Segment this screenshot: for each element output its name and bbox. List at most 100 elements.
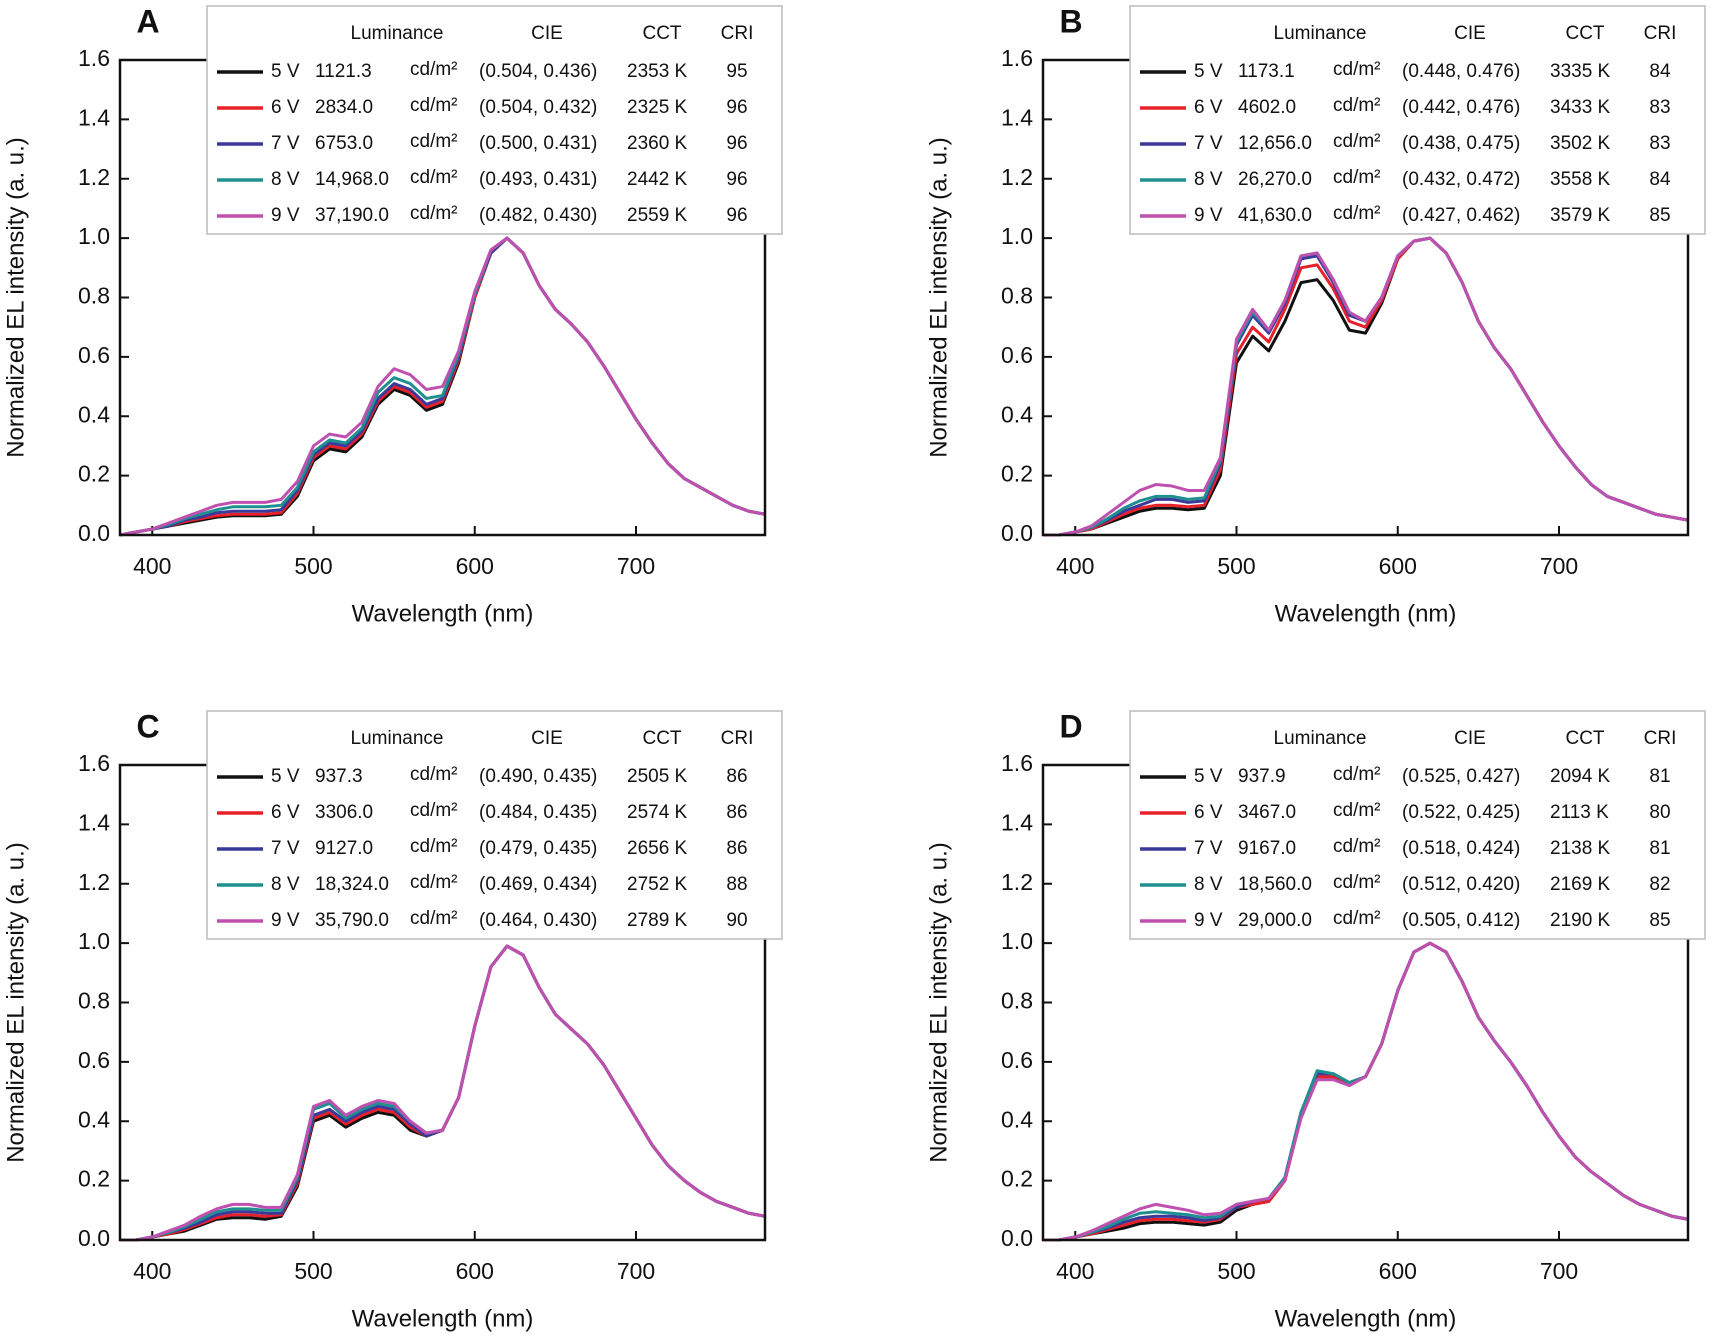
x-tick-label: 500 bbox=[1217, 553, 1255, 579]
legend-cri: 90 bbox=[726, 910, 747, 931]
legend-cie: (0.500, 0.431) bbox=[479, 133, 597, 154]
y-tick-label: 1.2 bbox=[1001, 869, 1033, 895]
y-tick-label: 0.6 bbox=[78, 1047, 110, 1073]
legend-cct: 3558 K bbox=[1550, 169, 1611, 190]
y-tick-label: 0.8 bbox=[1001, 988, 1033, 1014]
y-tick-label: 0.8 bbox=[1001, 283, 1033, 309]
legend-header: Luminance bbox=[351, 728, 444, 749]
legend-name: 6 V bbox=[1194, 97, 1223, 118]
x-axis-title: Wavelength (nm) bbox=[352, 1305, 534, 1332]
legend-cie: (0.469, 0.434) bbox=[479, 874, 597, 895]
legend-box bbox=[1129, 5, 1706, 235]
legend-header: CRI bbox=[721, 728, 754, 749]
panel-label: A bbox=[136, 3, 159, 39]
legend-header: CCT bbox=[642, 23, 681, 44]
legend-luminance: 2834.0 bbox=[315, 97, 373, 118]
y-tick-label: 0.0 bbox=[78, 520, 110, 546]
legend-cct: 3335 K bbox=[1550, 61, 1611, 82]
spectrum-line bbox=[1043, 941, 1689, 1242]
legend-unit: cd/m² bbox=[410, 167, 458, 188]
legend-name: 7 V bbox=[271, 133, 300, 154]
legend-cie: (0.518, 0.424) bbox=[1402, 838, 1520, 859]
spectrum-line bbox=[1043, 941, 1689, 1242]
x-tick-label: 400 bbox=[133, 553, 171, 579]
legend-cie: (0.504, 0.432) bbox=[479, 97, 597, 118]
x-axis-title: Wavelength (nm) bbox=[352, 600, 534, 627]
legend-cct: 2094 K bbox=[1550, 766, 1611, 787]
legend-cri: 96 bbox=[726, 97, 747, 118]
legend-cct: 2190 K bbox=[1550, 910, 1611, 931]
y-tick-label: 1.4 bbox=[1001, 104, 1033, 130]
legend-luminance: 29,000.0 bbox=[1238, 910, 1312, 931]
legend-cie: (0.490, 0.435) bbox=[479, 766, 597, 787]
legend-name: 5 V bbox=[1194, 766, 1223, 787]
y-tick-label: 0.0 bbox=[1001, 520, 1033, 546]
legend-unit: cd/m² bbox=[1333, 167, 1381, 188]
legend-unit: cd/m² bbox=[410, 908, 458, 929]
panel-label: C bbox=[136, 708, 159, 744]
legend-header: Luminance bbox=[351, 23, 444, 44]
y-tick-label: 0.6 bbox=[1001, 1047, 1033, 1073]
legend-luminance: 35,790.0 bbox=[315, 910, 389, 931]
y-tick-label: 1.2 bbox=[1001, 164, 1033, 190]
spectrum-line bbox=[120, 944, 766, 1242]
legend-cri: 86 bbox=[726, 766, 747, 787]
y-tick-label: 0.6 bbox=[78, 342, 110, 368]
y-tick-label: 1.0 bbox=[78, 223, 110, 249]
legend-cie: (0.493, 0.431) bbox=[479, 169, 597, 190]
x-tick-label: 400 bbox=[133, 1258, 171, 1284]
legend-luminance: 12,656.0 bbox=[1238, 133, 1312, 154]
legend-cri: 88 bbox=[726, 874, 747, 895]
legend-cie: (0.479, 0.435) bbox=[479, 838, 597, 859]
legend-luminance: 18,560.0 bbox=[1238, 874, 1312, 895]
x-tick-label: 500 bbox=[294, 553, 332, 579]
chart-panel: 0.0 0.2 0.4 0.6 0.8 1.0 1.2 1.4 1.6 400 500 600 700 W… bbox=[925, 708, 1706, 1332]
legend-name: 6 V bbox=[271, 97, 300, 118]
legend-name: 7 V bbox=[1194, 838, 1223, 859]
y-axis-title: Normalized EL intensity (a. u.) bbox=[2, 842, 29, 1163]
legend-unit: cd/m² bbox=[410, 59, 458, 80]
legend-name: 5 V bbox=[1194, 61, 1223, 82]
y-tick-label: 1.0 bbox=[78, 928, 110, 954]
legend-header: CIE bbox=[1454, 728, 1486, 749]
chart-panel: 0.0 0.2 0.4 0.6 0.8 1.0 1.2 1.4 1.6 400 500 600 700 W… bbox=[925, 3, 1706, 627]
legend-name: 9 V bbox=[1194, 205, 1223, 226]
legend-cri: 82 bbox=[1649, 874, 1670, 895]
legend-cie: (0.442, 0.476) bbox=[1402, 97, 1520, 118]
legend-luminance: 937.3 bbox=[315, 766, 363, 787]
legend-unit: cd/m² bbox=[410, 95, 458, 116]
legend-luminance: 9167.0 bbox=[1238, 838, 1296, 859]
x-tick-label: 700 bbox=[617, 553, 655, 579]
legend-unit: cd/m² bbox=[410, 836, 458, 857]
legend-header: CCT bbox=[1565, 23, 1604, 44]
legend-cri: 81 bbox=[1649, 838, 1670, 859]
legend-luminance: 937.9 bbox=[1238, 766, 1286, 787]
y-tick-label: 0.2 bbox=[78, 461, 110, 487]
x-tick-label: 400 bbox=[1056, 1258, 1094, 1284]
legend-unit: cd/m² bbox=[410, 203, 458, 224]
legend-header: CIE bbox=[531, 23, 563, 44]
legend-unit: cd/m² bbox=[1333, 764, 1381, 785]
legend-luminance: 41,630.0 bbox=[1238, 205, 1312, 226]
legend-name: 7 V bbox=[271, 838, 300, 859]
x-tick-label: 600 bbox=[456, 1258, 494, 1284]
legend-name: 9 V bbox=[1194, 910, 1223, 931]
legend-unit: cd/m² bbox=[1333, 59, 1381, 80]
legend-cie: (0.512, 0.420) bbox=[1402, 874, 1520, 895]
x-tick-label: 600 bbox=[1379, 553, 1417, 579]
legend-cct: 2113 K bbox=[1550, 802, 1609, 823]
legend-header: Luminance bbox=[1274, 23, 1367, 44]
legend-name: 5 V bbox=[271, 766, 300, 787]
x-axis-title: Wavelength (nm) bbox=[1275, 600, 1457, 627]
legend-header: CRI bbox=[1644, 728, 1677, 749]
legend-cri: 96 bbox=[726, 133, 747, 154]
legend-luminance: 6753.0 bbox=[315, 133, 373, 154]
legend-luminance: 1173.1 bbox=[1238, 61, 1295, 82]
legend-cie: (0.464, 0.430) bbox=[479, 910, 597, 931]
legend-cri: 86 bbox=[726, 838, 747, 859]
legend-header: CCT bbox=[642, 728, 681, 749]
legend-cri: 84 bbox=[1649, 169, 1671, 190]
y-axis-title: Normalized EL intensity (a. u.) bbox=[925, 842, 952, 1163]
spectrum-line bbox=[1043, 236, 1689, 537]
x-tick-label: 700 bbox=[617, 1258, 655, 1284]
